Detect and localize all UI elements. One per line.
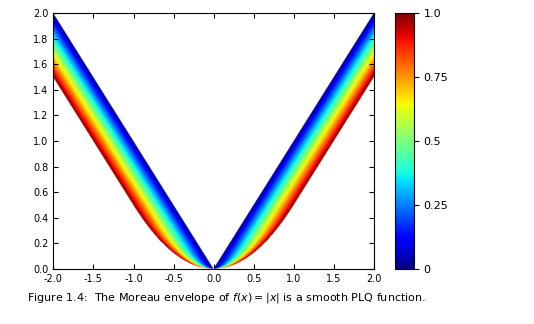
Text: Figure 1.4:  The Moreau envelope of $f(x) = |x|$ is a smooth PLQ function.: Figure 1.4: The Moreau envelope of $f(x)… bbox=[27, 291, 426, 305]
